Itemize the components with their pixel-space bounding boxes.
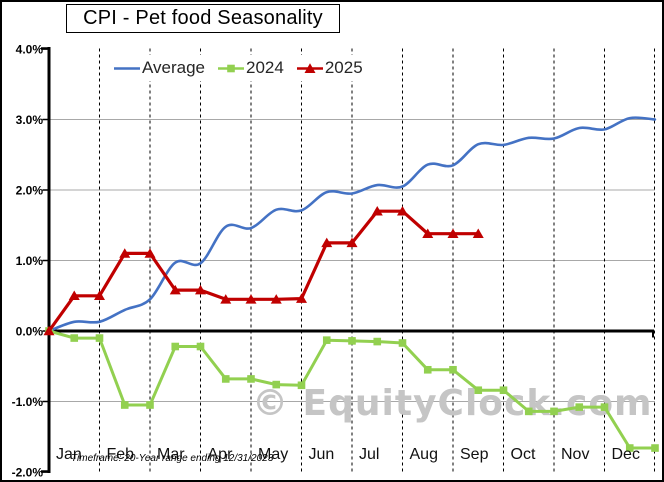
y-axis-label-0.0%: 0.0%: [16, 325, 44, 339]
series-2025-marker: [321, 237, 333, 248]
series-2025-marker: [245, 294, 257, 304]
x-axis-label-Feb: Feb: [107, 446, 135, 463]
x-axis-label-Oct: Oct: [511, 446, 536, 463]
x-axis-label-Aug: Aug: [410, 446, 438, 463]
x-axis-label-Jun: Jun: [309, 446, 335, 463]
series-2025-marker: [472, 228, 484, 239]
y-axis-label-4.0%: 4.0%: [16, 43, 44, 57]
series-2024-marker: [120, 401, 129, 409]
series-2024-marker: [625, 444, 634, 452]
series-2025: [43, 205, 484, 336]
series-2024-marker: [651, 444, 659, 452]
series-2024-marker: [550, 407, 558, 416]
gridlines-layer: [49, 48, 655, 473]
series-2024-marker: [449, 365, 457, 374]
x-axis-label-Dec: Dec: [612, 446, 640, 463]
timeframe-footnote: Timeframe: 20-Year range ending 12/31/20…: [71, 453, 274, 464]
series-2025-marker: [119, 248, 131, 258]
series-2024-marker: [348, 337, 356, 345]
legend-label: Average: [142, 58, 206, 77]
series-2024-marker: [474, 386, 483, 395]
series-2024: [45, 327, 659, 452]
series-2024-marker: [373, 337, 382, 346]
axis-labels-layer: 4.0% 3.0% 2.0% 1.0% 0.0% -1.0% -2.0% Jan Feb Mar A…: [12, 43, 640, 480]
series-2025-marker: [195, 284, 206, 295]
series-2024-marker: [423, 365, 432, 374]
series-2025-line: [47, 209, 480, 333]
legend-marker-square-icon: [218, 64, 245, 72]
series-2024-marker: [196, 342, 205, 351]
y-axis-label--2.0%: -2.0%: [12, 466, 44, 480]
series-2024-marker: [95, 334, 104, 342]
series-Average: [47, 116, 657, 333]
series-2024-marker: [247, 375, 255, 383]
x-axis-label-Nov: Nov: [561, 446, 589, 463]
series-2024-marker: [398, 339, 407, 347]
series-2025-marker: [422, 228, 434, 239]
series-2025-marker: [68, 290, 80, 301]
y-axis-label-1.0%: 1.0%: [16, 254, 44, 268]
series-2025-marker: [270, 294, 282, 304]
x-axis-label-Jan: Jan: [56, 446, 82, 463]
series-2025-marker: [169, 284, 181, 295]
chart-legend: Average 2024 2025: [108, 55, 369, 81]
chart-title: CPI - Pet food Seasonality: [83, 7, 323, 29]
legend-marker-triangle-icon: [296, 62, 323, 73]
y-axis-label-3.0%: 3.0%: [16, 113, 44, 127]
x-axis-label-Mar: Mar: [157, 446, 185, 463]
series-2024-marker: [322, 336, 331, 344]
series-2024-marker: [221, 375, 230, 383]
series-2024-marker: [70, 334, 79, 342]
chart-title-box: CPI - Pet food Seasonality: [66, 4, 340, 33]
series-2024-marker: [499, 386, 508, 395]
series-layer: [43, 116, 659, 452]
legend-item-2024: 2024: [218, 58, 284, 78]
x-axis-label-May: May: [258, 446, 288, 463]
series-2024-marker: [575, 403, 584, 411]
series-2024-marker: [146, 401, 154, 409]
series-2025-marker: [371, 205, 383, 216]
legend-item-2025: 2025: [296, 58, 363, 78]
series-2024-marker: [524, 407, 533, 416]
legend-label: 2024: [246, 58, 284, 77]
x-axis-label-Sep: Sep: [460, 446, 489, 463]
series-2024-marker: [171, 342, 180, 351]
x-axis-label-Apr: Apr: [208, 446, 234, 463]
y-axis-label-2.0%: 2.0%: [16, 184, 44, 198]
series-2025-marker: [144, 248, 156, 258]
series-2025-marker: [43, 325, 55, 336]
series-Average-line: [47, 116, 657, 333]
legend-label: 2025: [324, 58, 363, 77]
series-2025-marker: [220, 294, 232, 304]
legend-item-average: Average: [114, 58, 205, 78]
legend-marker-line-icon: [114, 66, 140, 70]
series-2025-marker: [346, 237, 358, 248]
series-2025-marker: [296, 293, 307, 303]
series-2025-marker: [447, 228, 459, 239]
series-2024-marker: [272, 380, 281, 389]
y-axis-label--1.0%: -1.0%: [12, 395, 44, 409]
x-axis-label-Jul: Jul: [359, 446, 379, 463]
series-2024-marker: [600, 403, 609, 411]
watermark: © EquityClock.com: [252, 383, 653, 424]
series-2025-marker: [397, 205, 408, 216]
series-2025-marker: [94, 290, 105, 301]
series-2024-marker: [297, 381, 306, 390]
